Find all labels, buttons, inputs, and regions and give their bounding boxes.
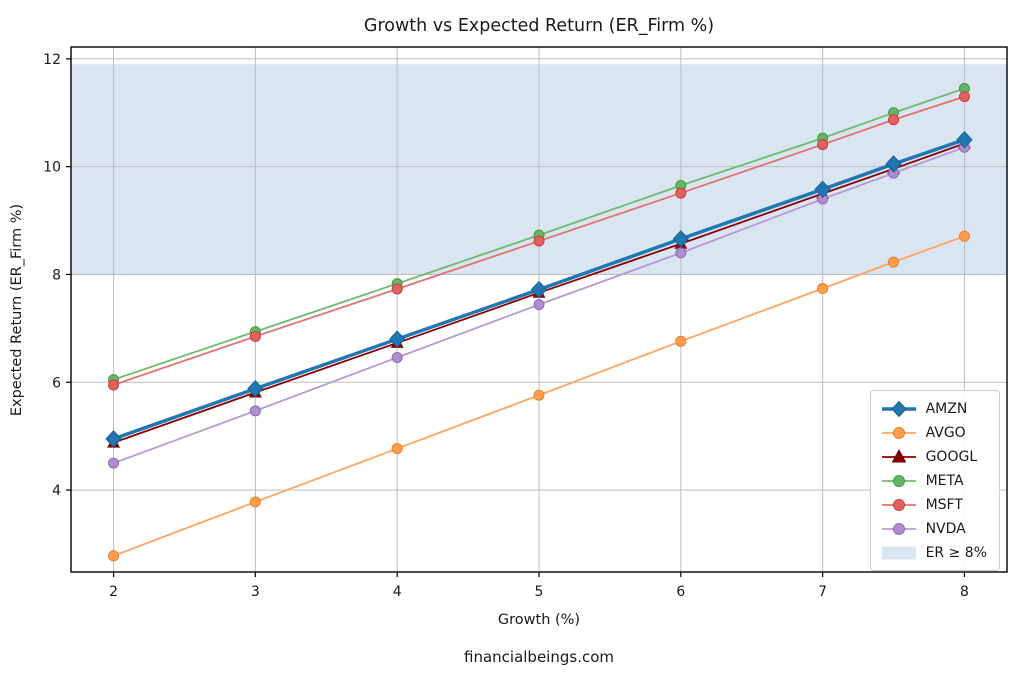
chart-title: Growth vs Expected Return (ER_Firm %)	[364, 16, 714, 36]
series-marker-avgo	[533, 389, 545, 401]
y-tick-label: 8	[52, 267, 61, 283]
series-marker-avgo	[108, 550, 120, 562]
legend-label: AVGO	[925, 424, 966, 441]
series-marker-amzn	[247, 380, 264, 398]
x-tick-label: 7	[818, 584, 827, 600]
series-marker-msft	[958, 91, 970, 103]
series-line-googl	[112, 142, 966, 444]
legend-item-nvda: NVDA	[880, 517, 987, 540]
x-tick-label: 8	[960, 584, 969, 600]
series-marker-amzn	[530, 280, 548, 299]
series-marker-msft	[675, 187, 687, 199]
x-tick-label: 3	[251, 584, 260, 600]
watermark-caption: financialbeings.com	[464, 648, 614, 666]
series-marker-nvda	[108, 457, 120, 469]
legend-swatch-amzn	[881, 400, 916, 417]
series-marker-msft	[888, 114, 900, 126]
y-tick-label: 12	[43, 52, 61, 68]
x-axis-label: Growth (%)	[498, 612, 580, 628]
series-marker-nvda	[533, 299, 545, 311]
legend-label: META	[925, 472, 964, 489]
y-tick-label: 6	[52, 375, 61, 391]
legend-item-amzn: AMZN	[880, 397, 987, 420]
series-marker-amzn	[814, 180, 831, 199]
legend-swatch-nvda	[881, 522, 916, 535]
y-axis-label: Expected Return (ER_Firm %)	[9, 204, 25, 416]
series-marker-msft	[249, 330, 261, 342]
series-marker-amzn	[388, 330, 406, 348]
y-tick-label: 10	[43, 160, 61, 176]
y-tick-label: 4	[52, 483, 61, 499]
series-line-amzn	[111, 137, 967, 441]
series-marker-avgo	[958, 230, 970, 242]
legend: AMZN AVGO GOOGL META MSFT NVDA ER ≥ 8%	[869, 390, 1000, 571]
series-marker-nvda	[675, 247, 687, 259]
legend-item-msft: MSFT	[880, 493, 987, 516]
series-marker-avgo	[391, 443, 403, 455]
series-line-msft	[112, 95, 966, 386]
x-tick-label: 2	[109, 584, 118, 600]
series-marker-amzn	[105, 430, 122, 448]
x-tick-label: 4	[393, 584, 402, 600]
legend-item-googl: GOOGL	[880, 445, 987, 468]
series-marker-avgo	[888, 256, 900, 268]
legend-swatch-meta	[881, 474, 916, 487]
x-tick-label: 6	[676, 584, 685, 600]
legend-swatch-msft	[881, 498, 916, 511]
legend-label: MSFT	[925, 496, 963, 513]
legend-swatch-googl	[881, 448, 916, 462]
legend-label: AMZN	[925, 400, 968, 417]
legend-item-meta: META	[880, 469, 987, 492]
series-line-nvda	[112, 146, 966, 465]
series-marker-amzn	[885, 155, 902, 173]
series-marker-avgo	[249, 496, 261, 508]
series-marker-msft	[533, 235, 545, 247]
series-marker-amzn	[672, 230, 690, 248]
series-marker-avgo	[675, 335, 687, 347]
series-marker-amzn	[956, 130, 973, 149]
series-marker-nvda	[391, 351, 403, 363]
series-marker-msft	[391, 283, 403, 295]
series-marker-msft	[108, 379, 120, 391]
series-line-meta	[112, 87, 966, 381]
legend-item-avgo: AVGO	[880, 421, 987, 444]
legend-label: NVDA	[925, 520, 966, 537]
x-tick-label: 5	[535, 584, 544, 600]
series-line-avgo	[112, 235, 966, 557]
series-marker-msft	[817, 139, 829, 151]
legend-label: ER ≥ 8%	[925, 544, 987, 561]
series-marker-nvda	[249, 405, 261, 417]
legend-swatch-avgo	[881, 426, 916, 439]
series-marker-avgo	[817, 282, 829, 294]
legend-item-er-band: ER ≥ 8%	[880, 541, 987, 564]
legend-swatch-er-band	[881, 546, 916, 559]
legend-label: GOOGL	[925, 448, 978, 465]
